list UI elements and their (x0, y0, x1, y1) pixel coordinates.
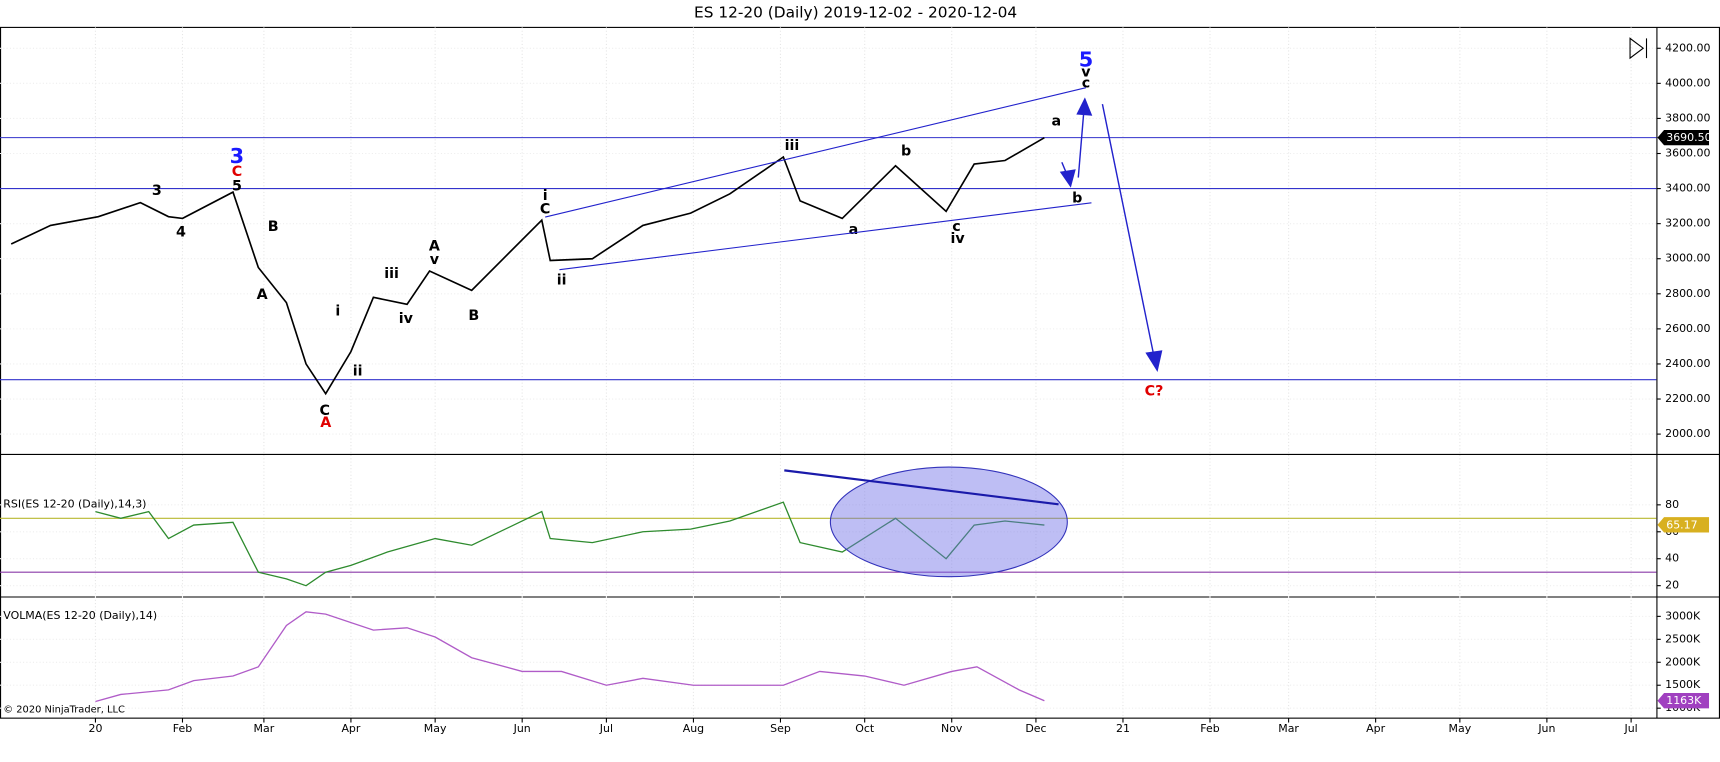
wave-label: c (1082, 75, 1090, 91)
highlight-ellipse (829, 466, 1068, 578)
x-tick-label: 20 (88, 722, 102, 735)
y-tick-label: 2200.00 (1665, 392, 1710, 405)
arrowhead (1076, 97, 1093, 116)
chart-title: ES 12-20 (Daily) 2019-12-02 - 2020-12-04 (694, 4, 1017, 22)
arrowhead (1059, 169, 1076, 188)
x-tick-label: Jul (1623, 722, 1637, 735)
arrow-line (1077, 111, 1085, 178)
toolbar-icon[interactable] (1629, 37, 1648, 60)
wave-label: A (257, 287, 268, 303)
x-tick-label: Oct (855, 722, 875, 735)
y-tick-label: 80 (1665, 498, 1679, 511)
x-tick-label: Apr (1366, 722, 1385, 735)
wave-label: iii (384, 266, 399, 282)
plot-layer: 20 Feb Mar Apr May Jun Jul Aug Sep Oct Nov Dec 21 Feb… (0, 27, 1712, 735)
wave-label: i (543, 188, 548, 204)
y-tick-label: 3000K (1665, 609, 1701, 622)
x-tick-label: Jul (599, 722, 613, 735)
value-badge-label: 65.17 (1666, 518, 1697, 531)
wave-label: C (540, 201, 550, 217)
wave-label: iv (951, 231, 966, 247)
drawings (545, 87, 1163, 578)
y-tick-label: 2000K (1665, 655, 1701, 668)
wave-label: i (335, 303, 340, 319)
y-tick-label: 40 (1665, 552, 1679, 565)
x-tick-label: Nov (941, 722, 963, 735)
y-tick-label: 1500K (1665, 678, 1701, 691)
y-tick-label: 2800.00 (1665, 287, 1710, 300)
y-tick-label: 3800.00 (1665, 111, 1710, 124)
value-badge (1657, 129, 1710, 146)
wave-label: b (901, 143, 911, 159)
x-tick-label: Feb (1200, 722, 1219, 735)
wave-label: 3 (230, 144, 245, 168)
wave-label: iii (785, 138, 800, 154)
series-line (95, 611, 1045, 703)
y-tick-label: 2400.00 (1665, 357, 1710, 370)
arrow-line (1101, 104, 1155, 357)
x-tick-label: May (424, 722, 447, 735)
x-tick-label: Aug (683, 722, 704, 735)
wave-label: A (320, 415, 331, 431)
wave-label: 5 (232, 178, 242, 194)
y-tick-label: 20 (1665, 579, 1679, 592)
x-tick-label: Jun (1537, 722, 1555, 735)
wave-label: A (429, 239, 440, 255)
wave-label: ii (353, 364, 363, 380)
y-tick-label: 2000.00 (1665, 427, 1710, 440)
y-tick-label: 4200.00 (1665, 41, 1710, 54)
wave-label: C (232, 164, 242, 180)
y-tick-label: 3200.00 (1665, 217, 1710, 230)
wave-label: a (849, 222, 859, 238)
frame (0, 26, 1720, 719)
y-tick-label: 2600.00 (1665, 322, 1710, 335)
wave-label: B (468, 308, 479, 324)
y-tick-label: 3400.00 (1665, 182, 1710, 195)
value-badge-label: 3690.50 (1666, 131, 1711, 144)
series-line (95, 501, 1045, 587)
panel-label: VOLMA(ES 12-20 (Daily),14) (3, 609, 157, 622)
wave-label: c (952, 219, 960, 235)
channel-line (545, 87, 1087, 218)
x-tick-label: Jun (513, 722, 531, 735)
x-tick-label: Mar (1278, 722, 1299, 735)
value-badge (1657, 517, 1710, 533)
value-badge (1657, 693, 1710, 709)
y-tick-label: 3600.00 (1665, 147, 1710, 160)
wave-label: ii (557, 273, 567, 289)
y-tick-label: 2500K (1665, 632, 1701, 645)
y-tick-label: 3000.00 (1665, 252, 1710, 265)
rsi-trendline (784, 469, 1059, 506)
icon[interactable] (1629, 37, 1645, 60)
panel-label: RSI(ES 12-20 (Daily),14,3) (3, 497, 146, 510)
x-tick-label: Sep (770, 722, 791, 735)
wave-label: a (1052, 114, 1062, 130)
y-tick-label: 4000.00 (1665, 76, 1710, 89)
wave-label: 5 (1079, 47, 1094, 71)
x-tick-label: 21 (1116, 722, 1130, 735)
wave-label: iv (399, 311, 414, 327)
wave-label: C? (1145, 383, 1164, 399)
x-tick-label: Dec (1025, 722, 1046, 735)
wave-label: C (319, 403, 329, 419)
wave-label: 3 (152, 183, 162, 199)
x-tick-label: May (1449, 722, 1472, 735)
value-badge-label: 1163K (1666, 694, 1702, 707)
wave-label: v (1081, 64, 1091, 80)
x-tick-label: Apr (341, 722, 360, 735)
wave-label: B (268, 219, 279, 235)
wave-label: 4 (176, 224, 186, 240)
x-tick-label: Mar (254, 722, 275, 735)
wave-label: b (1072, 190, 1082, 206)
x-tick-label: Feb (173, 722, 192, 735)
channel-line (559, 202, 1092, 271)
arrowhead (1145, 350, 1163, 373)
copyright: © 2020 NinjaTrader, LLC (3, 704, 125, 715)
series-line (10, 136, 1045, 396)
wave-label: v (430, 252, 440, 268)
